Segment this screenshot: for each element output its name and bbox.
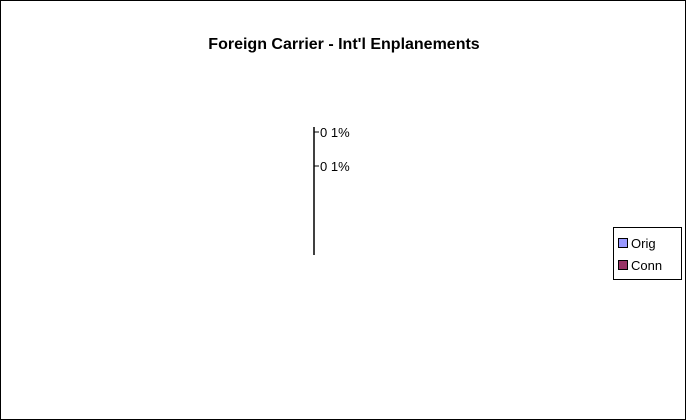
legend: Orig Conn: [613, 227, 682, 280]
data-label-leader-conn: [313, 165, 319, 170]
legend-label-orig: Orig: [631, 235, 656, 251]
pie-plot: 0 1% 0 1%: [313, 125, 350, 255]
legend-item-conn: Conn: [618, 254, 681, 276]
data-label-conn: 0 1%: [320, 159, 350, 174]
data-label-leader-orig: [313, 131, 319, 136]
legend-swatch-orig: [618, 238, 628, 248]
legend-item-orig: Orig: [618, 232, 681, 254]
legend-swatch-conn: [618, 260, 628, 270]
legend-label-conn: Conn: [631, 257, 663, 273]
chart-title: Foreign Carrier - Int'l Enplanements: [208, 36, 480, 53]
data-label-orig: 0 1%: [320, 125, 350, 140]
